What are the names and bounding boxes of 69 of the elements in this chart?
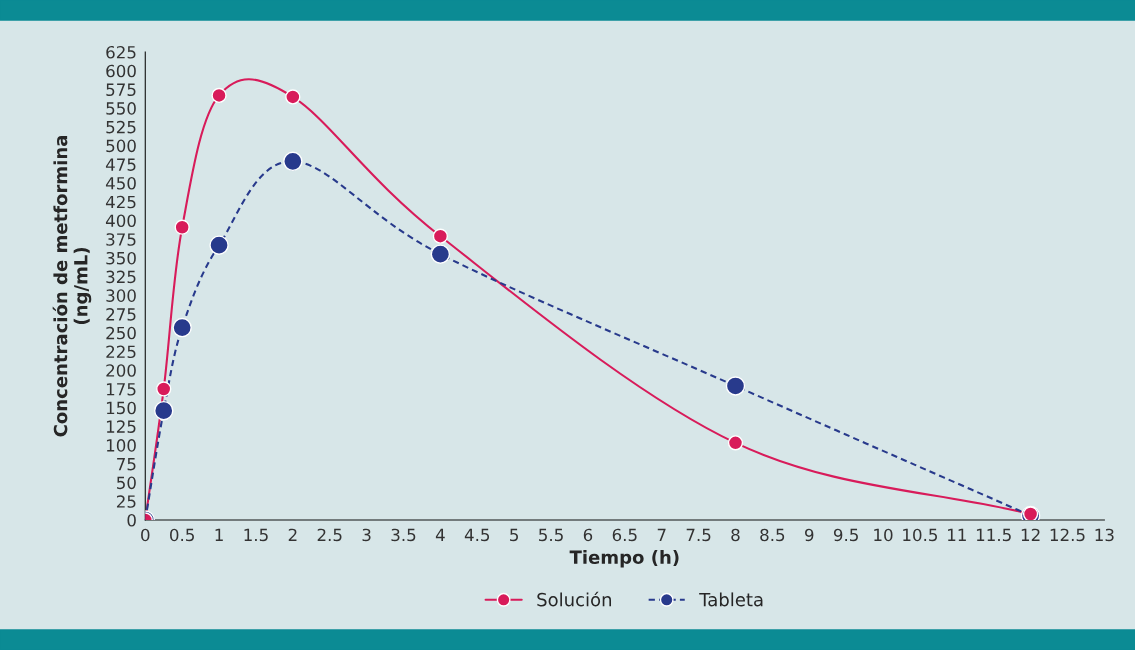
x-tick-label: 8.5 — [760, 528, 785, 542]
y-tick-label: 350 — [106, 251, 136, 265]
y-tick-label: 550 — [106, 102, 136, 115]
y-tick-label: 575 — [106, 83, 136, 97]
point — [174, 219, 190, 235]
y-tick-label: 150 — [106, 401, 136, 415]
x-tick-label: 10.5 — [903, 528, 938, 542]
x-tick-label: 9 — [805, 528, 814, 542]
x-tick-label: 11 — [948, 528, 966, 541]
x-tick-label: 12 — [1021, 528, 1040, 541]
x-tick-label: 0.5 — [170, 528, 194, 542]
point — [209, 235, 229, 255]
y-tick-label: 325 — [106, 270, 136, 284]
y-axis-title: Concentración de metformina (ng/mL) — [52, 136, 92, 437]
y-tick-label: 175 — [106, 383, 136, 396]
x-tick-label: 2.5 — [317, 528, 342, 542]
x-tick-label: 8 — [731, 528, 740, 542]
x-tick-label: 7 — [657, 528, 666, 541]
y-tick-label: 225 — [106, 345, 136, 359]
y-tick-label: 375 — [106, 233, 136, 246]
x-tick-label: 4.5 — [464, 528, 490, 542]
x-tick-label: 1 — [215, 528, 223, 541]
x-tick-label: 2 — [288, 528, 297, 541]
y-tick-label: 250 — [106, 326, 136, 340]
x-tick-label: 4 — [435, 528, 445, 541]
y-tick-label: 500 — [106, 139, 136, 153]
point — [283, 151, 303, 172]
x-tick-label: 5.5 — [539, 528, 563, 542]
x-axis-title: Tiempo (h) — [569, 550, 679, 568]
x-tick-label: 3 — [362, 528, 371, 542]
x-tick-label: 12.5 — [1050, 528, 1085, 542]
y-tick-label: 100 — [106, 439, 136, 452]
y-tick-label: 275 — [106, 308, 136, 321]
y-tick-label: 25 — [116, 495, 136, 508]
y-tick-label: 525 — [106, 120, 136, 134]
point — [285, 89, 301, 105]
point — [430, 244, 451, 264]
point — [156, 381, 172, 397]
y-tick-label: 600 — [106, 64, 136, 78]
y-tick-label: 300 — [106, 289, 136, 302]
y-tick-label: 625 — [106, 45, 136, 59]
y-tick-label: 50 — [117, 476, 136, 490]
x-tick-label: 5 — [510, 528, 518, 542]
y-tick-label: 450 — [105, 177, 136, 190]
legend-label: Tableta — [699, 592, 763, 607]
x-tick-label: 9.5 — [833, 528, 858, 542]
x-tick-label: 10 — [874, 528, 893, 542]
point — [432, 228, 449, 244]
x-tick-label: 1.5 — [244, 528, 268, 542]
x-tick-label: 3.5 — [391, 528, 416, 542]
y-tick-label: 125 — [106, 420, 136, 433]
x-tick-label: 6 — [583, 528, 593, 542]
y-tick-label: 475 — [105, 158, 136, 171]
y-tick-label: 400 — [105, 214, 136, 228]
y-tick-label: 75 — [117, 458, 136, 471]
legend-label: Solución — [537, 591, 612, 607]
x-tick-label: 13 — [1095, 528, 1114, 542]
point — [211, 87, 227, 104]
point — [154, 400, 174, 421]
y-tick-label: 0 — [127, 513, 136, 527]
point — [172, 317, 192, 338]
y-tick-label: 200 — [106, 364, 136, 377]
x-tick-label: 0 — [141, 528, 150, 542]
x-tick-label: 6.5 — [612, 528, 637, 542]
x-tick-label: 11.5 — [976, 528, 1011, 542]
y-tick-label: 425 — [105, 195, 136, 209]
x-tick-label: 7.5 — [686, 528, 711, 542]
point — [727, 435, 744, 451]
point — [725, 376, 746, 396]
